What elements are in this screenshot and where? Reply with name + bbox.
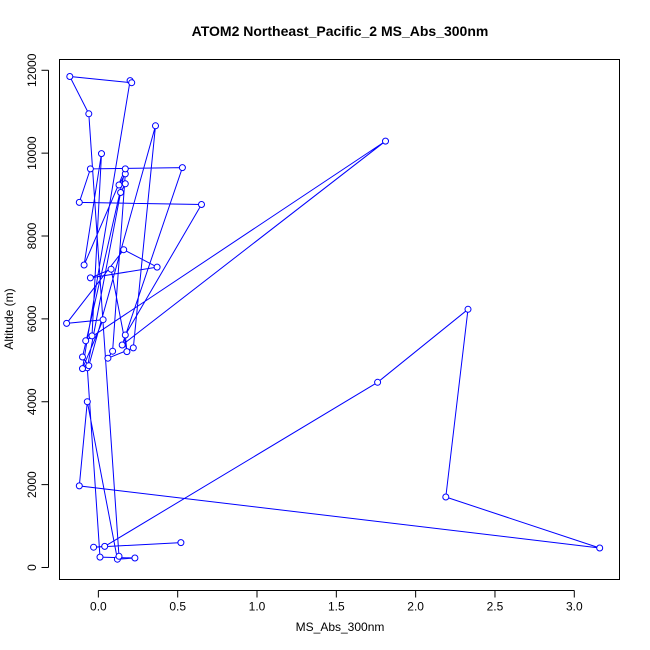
data-point: [66, 73, 74, 80]
data-point: [88, 332, 96, 340]
y-tick-label: 2000: [25, 471, 39, 498]
y-tick-label: 0: [25, 564, 39, 571]
data-point: [152, 122, 159, 130]
data-point: [121, 331, 129, 339]
y-tick-label: 10000: [25, 136, 39, 170]
data-point: [117, 189, 125, 196]
data-point: [120, 246, 128, 254]
data-point: [115, 181, 123, 189]
data-point: [75, 198, 83, 206]
y-tick-label: 12000: [25, 53, 39, 87]
data-point: [85, 362, 93, 370]
data-point: [131, 554, 139, 562]
data-point: [96, 553, 104, 561]
data-point: [442, 493, 450, 501]
data-point: [79, 365, 86, 373]
data-point: [382, 137, 389, 145]
y-tick-label: 6000: [25, 305, 39, 332]
x-tick-label: 1.0: [249, 600, 266, 614]
data-point: [128, 79, 136, 87]
plot-frame: [59, 59, 620, 580]
data-point: [596, 544, 604, 552]
data-point: [121, 165, 129, 173]
data-point: [83, 398, 91, 406]
data-point: [80, 261, 88, 269]
x-tick-label: 2.0: [407, 600, 424, 614]
chart-title: ATOM2 Northeast_Pacific_2 MS_Abs_300nm: [192, 23, 489, 39]
data-point: [118, 341, 126, 349]
data-point: [98, 150, 105, 158]
series-points: [63, 73, 604, 563]
x-tick-label: 3.0: [566, 600, 583, 614]
data-point: [153, 263, 161, 271]
data-point: [101, 542, 109, 550]
x-tick-label: 0.0: [90, 600, 107, 614]
data-point: [75, 482, 83, 490]
data-point: [109, 347, 117, 355]
x-tick-label: 2.5: [487, 600, 504, 614]
data-point: [374, 378, 382, 386]
y-tick-label: 8000: [25, 222, 39, 249]
y-axis: 0 2000 4000 6000 8000 10000 12000: [25, 53, 49, 571]
data-point: [107, 265, 115, 273]
data-point: [86, 274, 94, 282]
data-point: [178, 164, 186, 172]
x-axis-label: MS_Abs_300nm: [296, 620, 385, 634]
data-point: [82, 337, 90, 345]
data-point: [86, 165, 94, 173]
data-point: [104, 354, 112, 362]
data-point: [464, 305, 472, 313]
y-tick-label: 4000: [25, 388, 39, 415]
data-point: [129, 344, 137, 352]
series-line: [65, 75, 600, 560]
data-point: [63, 319, 71, 327]
data-point: [115, 552, 123, 560]
data-point: [90, 543, 98, 551]
series-lines: [65, 75, 600, 560]
data-point: [198, 201, 205, 208]
x-tick-label: 1.5: [328, 600, 345, 614]
data-point: [79, 353, 86, 361]
y-axis-label: Altitude (m): [2, 288, 16, 349]
x-tick-label: 0.5: [169, 600, 186, 614]
data-point: [123, 348, 131, 356]
data-point: [177, 539, 185, 547]
data-point: [85, 110, 93, 118]
data-point: [121, 180, 129, 188]
x-axis: 0.0 0.5 1.0 1.5 2.0 2.5 3.0: [90, 590, 583, 614]
data-point: [99, 316, 107, 324]
